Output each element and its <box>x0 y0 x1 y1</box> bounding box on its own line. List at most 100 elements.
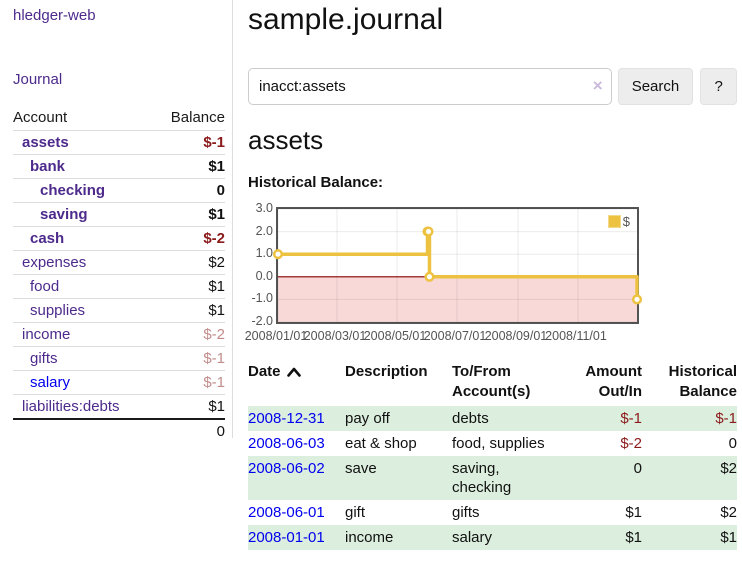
account-table-header: Account Balance <box>13 104 225 130</box>
search-help-button[interactable]: ? <box>700 68 737 105</box>
page-title: sample.journal <box>248 3 444 36</box>
clear-search-icon[interactable]: × <box>592 76 603 95</box>
sidebar-account-link-income[interactable]: income <box>22 326 71 343</box>
column-header-line1: Historical <box>668 363 737 380</box>
transaction-amount: $-2 <box>620 435 642 452</box>
transaction-accounts: saving, checking <box>452 460 512 496</box>
data-point <box>423 226 434 237</box>
account-row: liabilities:debts $1 <box>13 394 225 418</box>
x-axis-tick-label: 2008/01/01 <box>244 329 308 343</box>
register-row: 2008-06-02 save saving, checking 0 $2 <box>248 456 737 500</box>
x-axis-tick-label: 2008/05/01 <box>363 329 427 343</box>
y-axis-tick-label: -1.0 <box>251 291 273 306</box>
sidebar-account-link-supplies[interactable]: supplies <box>30 302 86 319</box>
register-row: 2008-06-01 gift gifts $1 $2 <box>248 500 737 525</box>
sidebar-account-link-expenses[interactable]: expenses <box>22 254 87 271</box>
chart-legend: $ <box>605 213 632 230</box>
legend-color-swatch <box>607 215 621 228</box>
search-input[interactable] <box>248 68 612 105</box>
account-row: gifts $-1 <box>13 346 225 370</box>
transaction-description: eat & shop <box>345 435 417 452</box>
register-row: 2008-01-01 income salary $1 $1 <box>248 525 737 550</box>
account-row: food $1 <box>13 274 225 298</box>
account-row: saving $1 <box>13 202 225 226</box>
account-row: assets $-1 <box>13 130 225 154</box>
sidebar-account-link-bank[interactable]: bank <box>30 158 66 175</box>
transaction-amount: $-1 <box>620 410 642 427</box>
transaction-date-link[interactable]: 2008-06-01 <box>248 504 325 521</box>
column-header-line1: To/From <box>452 363 511 380</box>
column-header-line1: Date <box>248 362 337 382</box>
y-axis-tick-label: -2.0 <box>251 314 273 328</box>
account-balance: $1 <box>208 398 225 415</box>
account-row: supplies $1 <box>13 298 225 322</box>
x-axis-tick-label: 2008/09/01 <box>484 329 548 343</box>
transaction-running-balance: $2 <box>720 504 737 521</box>
account-row: bank $1 <box>13 154 225 178</box>
app-brand-link[interactable]: hledger-web <box>13 7 96 24</box>
transaction-accounts: gifts <box>452 504 480 521</box>
account-balance: $1 <box>208 206 225 223</box>
account-balance: $1 <box>208 302 225 319</box>
sidebar-account-link-food[interactable]: food <box>30 278 60 295</box>
search-button[interactable]: Search <box>617 68 694 105</box>
column-header-line2: Out/In <box>598 383 642 400</box>
transaction-running-balance: $2 <box>720 460 737 477</box>
register-row: 2008-06-03 eat & shop food, supplies $-2 0 <box>248 431 737 456</box>
legend-series-label: $ <box>622 214 630 229</box>
y-axis-tick-label: 1.0 <box>255 246 273 261</box>
register-section: Date Description To/From Account(s) Amount Ou… <box>248 362 737 550</box>
sidebar-account-link-salary[interactable]: salary <box>30 374 71 391</box>
column-header-line2: Balance <box>679 383 737 400</box>
transaction-accounts: debts <box>452 410 489 427</box>
sidebar-account-link-gifts[interactable]: gifts <box>30 350 58 367</box>
y-axis-tick-label: 0.0 <box>255 268 273 283</box>
column-header-line1: Amount <box>585 363 642 380</box>
x-axis-tick-label: 2008/03/01 <box>303 329 367 343</box>
sidebar-account-link-liabilities-debts[interactable]: liabilities:debts <box>22 398 120 415</box>
register-row: 2008-12-31 pay off debts $-1 $-1 <box>248 406 737 431</box>
account-row: checking 0 <box>13 178 225 202</box>
transaction-running-balance: $1 <box>720 529 737 546</box>
transaction-date-link[interactable]: 2008-06-03 <box>248 435 325 452</box>
transaction-running-balance: 0 <box>728 435 737 452</box>
transaction-amount: 0 <box>633 460 642 477</box>
account-balance-table: Account Balance assets $-1 bank $1 checking 0… <box>13 104 225 443</box>
y-axis-tick-label: 3.0 <box>255 201 273 215</box>
sidebar-account-link-assets[interactable]: assets <box>22 134 69 151</box>
sidebar-account-link-checking[interactable]: checking <box>40 182 106 199</box>
register-column-header: To/From Account(s) <box>452 362 565 406</box>
register-column-header: Description <box>345 362 452 406</box>
transaction-description: gift <box>345 504 366 521</box>
account-balance: $2 <box>208 254 225 271</box>
account-balance: $-2 <box>203 326 225 343</box>
transaction-amount: $1 <box>625 529 642 546</box>
account-balance: 0 <box>216 182 225 199</box>
transaction-date-link[interactable]: 2008-12-31 <box>248 410 325 427</box>
transaction-running-balance: $-1 <box>715 410 737 427</box>
register-column-header: Amount Out/In <box>565 362 642 406</box>
account-balance: $1 <box>208 278 225 295</box>
transaction-date-link[interactable]: 2008-01-01 <box>248 529 325 546</box>
data-point <box>631 294 643 305</box>
data-point <box>424 271 435 282</box>
sidebar-item-journal[interactable]: Journal <box>13 71 63 88</box>
x-axis-tick-label: 2008/11/01 <box>545 329 607 343</box>
column-header-line1: Description <box>345 363 428 380</box>
sidebar-account-link-saving[interactable]: saving <box>40 206 88 223</box>
transaction-date-link[interactable]: 2008-06-02 <box>248 460 325 477</box>
account-page-title: assets <box>248 125 324 155</box>
transaction-accounts: salary <box>452 529 493 546</box>
negative-region <box>278 276 637 322</box>
x-axis-tick-label: 2008/07/01 <box>423 329 487 343</box>
sidebar-account-link-cash[interactable]: cash <box>30 230 65 247</box>
search-form: × Search ? <box>248 68 737 105</box>
account-balance: $1 <box>208 158 225 175</box>
y-axis-tick-label: 2.0 <box>255 223 273 238</box>
data-point <box>272 249 284 260</box>
register-column-header[interactable]: Date <box>248 362 345 406</box>
account-total-row: 0 <box>13 418 225 443</box>
register-table: Date Description To/From Account(s) Amount Ou… <box>248 362 737 550</box>
chart-plot-area[interactable]: $ <box>272 207 643 324</box>
account-column-header: Account <box>13 108 68 126</box>
